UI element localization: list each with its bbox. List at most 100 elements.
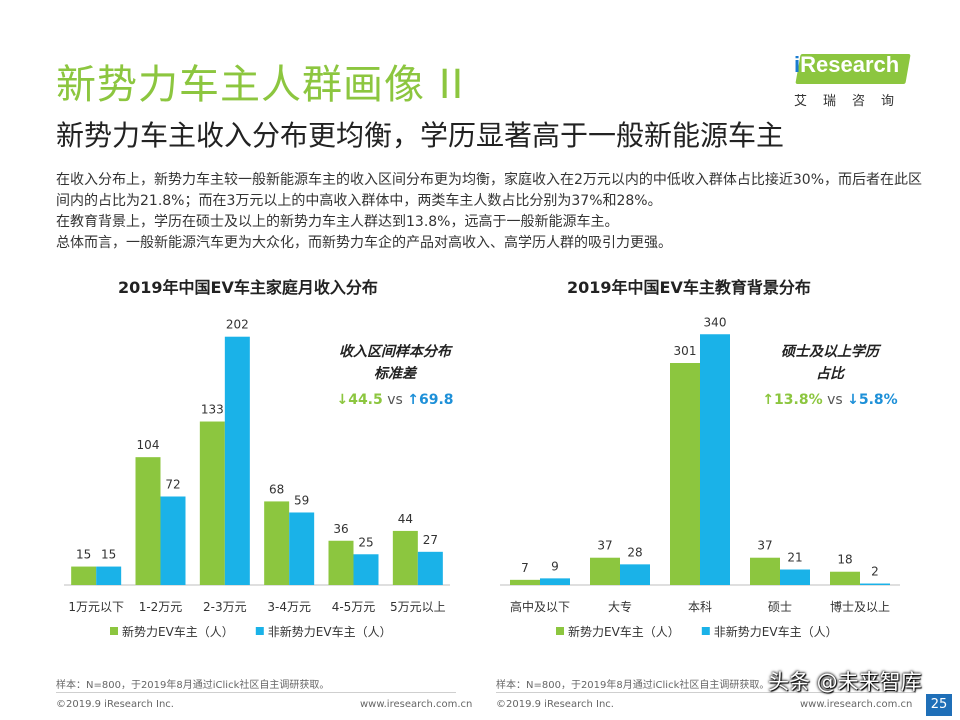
income-chart: 15 15 1万元以下 104 72 1-2万元 133 202 2-3万元 68 59 3-4万元 3… — [64, 318, 454, 639]
education-bar-s2-3 — [700, 334, 730, 585]
education-annotation-line1: 硕士及以上学历 — [781, 343, 882, 360]
page-title: 新势力车主人群画像 II — [56, 62, 465, 108]
copyright-left: ©2019.9 iResearch Inc. — [56, 699, 174, 710]
page-number: 25 — [926, 694, 952, 716]
education-bar-s1-5 — [830, 571, 860, 585]
income-bar-s1-3 — [199, 421, 225, 585]
footnote-left: 样本：N=800，于2019年8月通过iClick社区自主调研获取。 — [56, 680, 330, 691]
income-legend-swatch-2 — [255, 627, 264, 635]
income-bar-s1-4 — [264, 501, 290, 585]
income-value-label-s2-5: 25 — [358, 535, 373, 549]
website-left: www.iresearch.com.cn — [360, 699, 473, 710]
education-value-label-s2-3: 340 — [704, 315, 727, 329]
education-value-label-s2-4: 21 — [787, 551, 802, 565]
body-paragraph-summary: 总体而言，一般新能源汽车更为大众化，而新势力车企的产品对高收入、高学历人群的吸引… — [56, 235, 672, 251]
income-value-label-s2-3: 202 — [226, 318, 249, 332]
income-bar-s2-5 — [353, 554, 379, 585]
income-bar-s2-4 — [289, 512, 315, 585]
education-bar-s2-1 — [540, 578, 570, 585]
income-value-label-s1-1: 15 — [76, 548, 91, 562]
income-legend-label-2: 非新势力EV车主（人） — [268, 624, 392, 639]
income-bar-s2-2 — [160, 496, 186, 585]
education-bar-s1-1 — [510, 579, 540, 585]
income-tick-label-4: 3-4万元 — [267, 600, 311, 614]
income-value-label-s2-4: 59 — [294, 493, 309, 507]
income-annotation-vs: vs — [383, 392, 407, 408]
income-value-label-s1-3: 133 — [201, 403, 224, 417]
income-bar-s1-5 — [328, 540, 354, 585]
income-legend-swatch-1 — [110, 627, 118, 635]
education-bar-s1-3 — [670, 363, 700, 585]
education-tick-label-4: 硕士 — [768, 600, 792, 614]
education-value-label-s1-5: 18 — [837, 553, 852, 567]
income-annotation-value-other: ↑69.8 — [407, 392, 453, 408]
body-text: 在收入分布上，新势力车主较一般新能源车主的收入区间分布更为均衡，家庭收入在2万元… — [56, 170, 926, 254]
education-annotation-value-other: ↓5.8% — [847, 392, 898, 408]
education-chart-title: 2019年中国EV车主教育背景分布 — [567, 278, 811, 297]
education-annotation-vs: vs — [823, 392, 847, 408]
education-tick-label-5: 博士及以上 — [830, 599, 890, 614]
income-bar-s1-6 — [392, 530, 418, 585]
income-annotation-values: ↓44.5 vs ↑69.8 — [336, 392, 453, 408]
income-tick-label-3: 2-3万元 — [203, 600, 247, 614]
income-value-label-s1-5: 36 — [333, 522, 348, 536]
income-tick-label-6: 5万元以上 — [390, 600, 446, 614]
income-value-label-s2-2: 72 — [165, 478, 180, 492]
income-value-label-s1-2: 104 — [137, 438, 160, 452]
footnote-right: 样本：N=800，于2019年8月通过iClick社区自主调研获取。 — [496, 680, 770, 691]
education-legend-swatch-2 — [701, 627, 710, 635]
education-annotation-value-new: ↑13.8% — [762, 392, 822, 408]
page-subtitle: 新势力车主收入分布更均衡，学历显著高于一般新能源车主 — [56, 119, 785, 152]
body-paragraph-education: 在教育背景上，学历在硕士及以上的新势力车主人群达到13.8%，远高于一般新能源车… — [56, 214, 619, 230]
watermark: 头条 @未来智库 — [768, 670, 922, 694]
education-value-label-s2-1: 9 — [551, 559, 559, 573]
education-legend-swatch-1 — [556, 627, 564, 635]
footer-divider-left — [56, 692, 456, 693]
education-value-label-s2-5: 2 — [871, 565, 879, 579]
logo-wordmark: iResearch — [794, 52, 899, 78]
income-value-label-s1-4: 68 — [269, 482, 284, 496]
education-value-label-s2-2: 28 — [627, 545, 642, 559]
education-annotation-values: ↑13.8% vs ↓5.8% — [762, 392, 897, 408]
copyright-right: ©2019.9 iResearch Inc. — [496, 699, 614, 710]
education-bar-s1-2 — [590, 557, 620, 585]
income-bar-s1-1 — [71, 566, 97, 585]
income-value-label-s2-6: 27 — [423, 533, 438, 547]
income-value-label-s1-6: 44 — [398, 512, 413, 526]
income-annotation-line2: 标准差 — [374, 365, 418, 382]
logo-chinese: 艾瑞咨询 — [794, 94, 911, 109]
education-legend-label-2: 非新势力EV车主（人） — [714, 624, 838, 639]
income-chart-title: 2019年中国EV车主家庭月收入分布 — [118, 278, 378, 297]
income-value-label-s2-1: 15 — [101, 548, 116, 562]
logo-i: i — [794, 52, 801, 77]
iresearch-logo: iResearch 艾瑞咨询 — [790, 48, 915, 110]
education-legend-label-1: 新势力EV车主（人） — [568, 624, 680, 639]
education-chart: 7 9 高中及以下 37 28 大专 301 340 本科 37 21 硕士 18 2 博士及以上新势力EV… — [500, 315, 900, 639]
education-tick-label-2: 大专 — [608, 599, 632, 614]
income-bar-s2-3 — [224, 336, 250, 585]
footer-divider-right — [496, 692, 916, 693]
education-bar-s2-4 — [780, 569, 810, 585]
education-bar-s2-2 — [620, 564, 650, 585]
income-tick-label-5: 4-5万元 — [332, 600, 376, 614]
income-bar-s2-6 — [417, 551, 443, 585]
body-paragraph-income: 在收入分布上，新势力车主较一般新能源车主的收入区间分布更为均衡，家庭收入在2万元… — [56, 172, 923, 209]
education-annotation-line2: 占比 — [816, 365, 846, 382]
education-value-label-s1-2: 37 — [597, 539, 612, 553]
income-bar-s2-1 — [96, 566, 122, 585]
income-tick-label-1: 1万元以下 — [68, 600, 124, 614]
income-annotation-line1: 收入区间样本分布 — [339, 343, 453, 360]
education-value-label-s1-4: 37 — [757, 539, 772, 553]
education-bar-s1-4 — [750, 557, 780, 585]
income-legend-label-1: 新势力EV车主（人） — [122, 624, 234, 639]
income-tick-label-2: 1-2万元 — [139, 600, 183, 614]
logo-research: Research — [800, 52, 900, 77]
education-value-label-s1-1: 7 — [521, 561, 529, 575]
education-tick-label-3: 本科 — [688, 600, 712, 614]
income-bar-s1-2 — [135, 457, 161, 585]
education-bar-s2-5 — [860, 583, 890, 585]
education-value-label-s1-3: 301 — [674, 344, 697, 358]
website-right: www.iresearch.com.cn — [800, 699, 913, 710]
education-tick-label-1: 高中及以下 — [510, 599, 570, 614]
income-annotation-value-new: ↓44.5 — [336, 392, 382, 408]
